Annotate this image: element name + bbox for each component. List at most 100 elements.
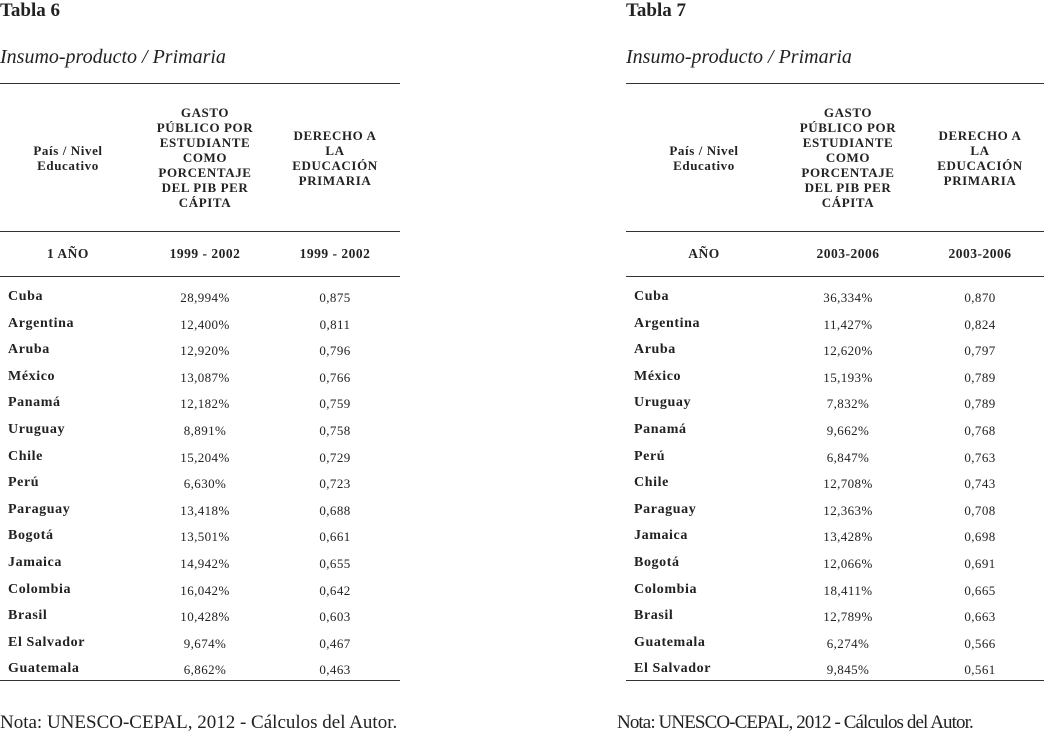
country: Colombia (8, 581, 72, 597)
country: Cuba (634, 289, 670, 304)
column-header: DERECHO A LA EDUCACIÓN PRIMARIA (934, 86, 1026, 229)
cell: 0,875 (319, 290, 351, 305)
cell: 6,847% (826, 449, 870, 465)
cell: 12,708% (823, 476, 873, 492)
cell: 14,942% (180, 556, 230, 571)
rule (626, 231, 1044, 232)
country: El Salvador (634, 661, 712, 677)
country: México (8, 368, 56, 384)
country: Aruba (8, 342, 50, 358)
cell: 6,862% (183, 662, 227, 678)
cell: 12,920% (180, 343, 230, 359)
cell: 6,274% (826, 635, 870, 651)
rule (0, 276, 400, 277)
country: Perú (634, 448, 666, 464)
country: Uruguay (634, 395, 692, 411)
country: Paraguay (634, 501, 697, 517)
cell: 0,661 (319, 529, 351, 545)
country: Perú (8, 475, 40, 491)
cell: 0,766 (319, 369, 351, 385)
cell: 15,204% (180, 449, 230, 465)
cell: 0,796 (319, 343, 351, 359)
cell: 0,642 (319, 582, 351, 598)
note: Nota: UNESCO-CEPAL, 2012 - Cálculos del … (0, 712, 398, 733)
country: Panamá (8, 395, 61, 411)
country: Paraguay (8, 501, 71, 517)
cell: 15,193% (823, 369, 873, 385)
cell: 0,467 (319, 635, 351, 651)
cell: 12,182% (180, 396, 230, 412)
rule (626, 83, 1044, 84)
note: Nota: UNESCO-CEPAL, 2012 - Cálculos del … (617, 712, 974, 733)
cell: 12,620% (823, 343, 873, 359)
period-cell: 1999 - 2002 (299, 246, 371, 261)
country: México (634, 368, 682, 384)
country: Chile (8, 448, 43, 464)
cell: 0,763 (964, 449, 996, 465)
table-subtitle: Insumo-producto / Primaria (626, 46, 852, 68)
rule (0, 83, 400, 84)
cell: 0,743 (964, 476, 996, 492)
cell: 12,363% (823, 502, 873, 518)
cell: 0,759 (319, 396, 351, 412)
rule (626, 276, 1044, 277)
column-header: País / Nivel Educativo (649, 86, 759, 229)
cell: 0,789 (964, 369, 996, 385)
cell: 0,797 (964, 343, 996, 359)
country: Bogotá (634, 555, 680, 570)
period-cell: 1 AÑO (47, 246, 89, 261)
country: Argentina (8, 315, 75, 331)
cell: 0,566 (964, 635, 996, 651)
country: Guatemala (8, 661, 80, 677)
country: Colombia (634, 581, 698, 597)
table-label: Tabla 6 (0, 0, 61, 21)
country: Guatemala (634, 634, 706, 650)
cell: 0,463 (319, 662, 351, 678)
country: Brasil (8, 608, 48, 624)
rule (0, 231, 400, 232)
cell: 0,789 (964, 396, 996, 412)
country: Bogotá (8, 528, 54, 544)
cell: 7,832% (826, 396, 870, 412)
cell: 0,663 (964, 609, 996, 625)
country: Panamá (634, 422, 687, 437)
cell: 10,428% (180, 609, 230, 625)
cell: 13,418% (180, 502, 230, 518)
cell: 0,708 (964, 502, 996, 518)
cell: 0,561 (964, 662, 996, 678)
country: Aruba (634, 342, 676, 358)
period-cell: AÑO (688, 246, 720, 261)
cell: 11,427% (823, 316, 873, 332)
header-text: DERECHO A LA EDUCACIÓN PRIMARIA (292, 127, 378, 188)
cell: 0,824 (964, 316, 996, 332)
cell: 0,729 (319, 449, 351, 465)
column-header: GASTO PÚBLICO POR ESTUDIANTE COMO PORCEN… (794, 86, 902, 229)
cell: 13,428% (823, 529, 873, 545)
country: Cuba (8, 289, 44, 304)
cell: 0,768 (964, 423, 996, 438)
cell: 0,665 (964, 582, 996, 598)
period-cell: 2003-2006 (816, 246, 880, 261)
cell: 6,630% (183, 476, 227, 492)
header-text: GASTO PÚBLICO POR ESTUDIANTE COMO PORCEN… (799, 105, 897, 210)
country: Brasil (634, 608, 674, 624)
header-text: GASTO PÚBLICO POR ESTUDIANTE COMO PORCEN… (156, 105, 254, 210)
cell: 13,501% (180, 529, 230, 545)
cell: 9,662% (826, 423, 870, 438)
cell: 16,042% (180, 582, 230, 598)
cell: 0,758 (319, 423, 351, 438)
country: Jamaica (8, 555, 62, 570)
country: El Salvador (8, 634, 86, 650)
cell: 8,891% (183, 423, 227, 438)
cell: 12,066% (823, 556, 873, 571)
cell: 18,411% (823, 582, 873, 598)
table-subtitle: Insumo-producto / Primaria (0, 46, 226, 68)
country: Jamaica (634, 528, 688, 544)
table-label: Tabla 7 (626, 0, 687, 21)
country: Uruguay (8, 422, 66, 437)
cell: 9,845% (826, 662, 870, 678)
column-header: País / Nivel Educativo (13, 86, 123, 229)
country: Argentina (634, 315, 701, 331)
cell: 0,603 (319, 609, 351, 625)
